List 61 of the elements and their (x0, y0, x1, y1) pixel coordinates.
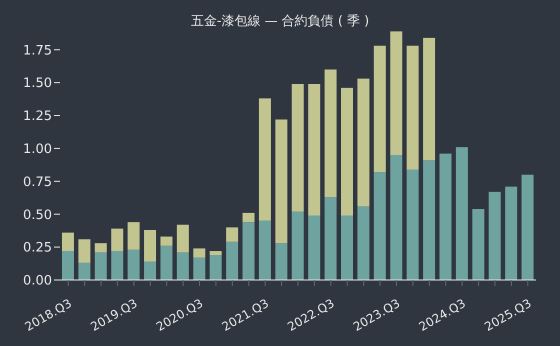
bar (128, 250, 140, 280)
bar (423, 38, 436, 160)
bar (308, 84, 320, 216)
bar (275, 243, 288, 280)
bar (439, 154, 452, 280)
bar (488, 192, 501, 280)
bar (62, 232, 74, 252)
y-tick-label: 0.25 (23, 240, 52, 256)
bar (242, 212, 255, 222)
y-tick-label: 1.75 (23, 43, 52, 58)
bar (242, 222, 255, 280)
bar (472, 208, 484, 280)
bar (275, 119, 288, 244)
y-tick-label: 1.25 (23, 109, 52, 124)
bar (160, 246, 172, 280)
bar (308, 216, 320, 280)
bar (176, 224, 189, 252)
bar (258, 220, 271, 280)
bar (160, 236, 172, 246)
bar (111, 251, 124, 280)
bar (210, 251, 222, 255)
bar (62, 251, 74, 280)
bar (78, 239, 90, 263)
bar (258, 98, 271, 221)
bar (226, 242, 238, 280)
bar (406, 169, 419, 280)
bar (390, 155, 402, 280)
bar (456, 147, 468, 280)
bar (423, 160, 436, 280)
bar (292, 84, 304, 212)
bar (505, 186, 518, 280)
bar (324, 69, 337, 198)
bar (193, 258, 206, 280)
y-tick-label: 0.00 (23, 274, 52, 289)
bar (193, 248, 206, 258)
bar (522, 174, 534, 280)
bar (144, 230, 156, 262)
bar (94, 252, 107, 280)
bar (292, 212, 304, 280)
bar (390, 31, 402, 155)
y-tick-label: 0.50 (23, 208, 52, 223)
bar (406, 46, 419, 170)
y-tick-label: 1.50 (23, 76, 52, 92)
bar (341, 88, 354, 216)
chart-title: 五金-漆包線 — 合約負債 ( 季 ) (190, 13, 370, 30)
bar (78, 262, 90, 280)
bar (176, 252, 189, 280)
bar (374, 46, 386, 172)
bar (341, 216, 354, 280)
bar (210, 255, 222, 280)
bar (357, 206, 370, 280)
bar (144, 262, 156, 280)
y-tick-label: 0.75 (23, 174, 52, 190)
y-tick-label: 1.00 (23, 142, 52, 158)
bar (128, 222, 140, 250)
bar (111, 228, 124, 252)
bar (324, 197, 337, 280)
bar (226, 227, 238, 242)
bar (94, 243, 107, 252)
bar (374, 172, 386, 280)
bar (357, 78, 370, 206)
